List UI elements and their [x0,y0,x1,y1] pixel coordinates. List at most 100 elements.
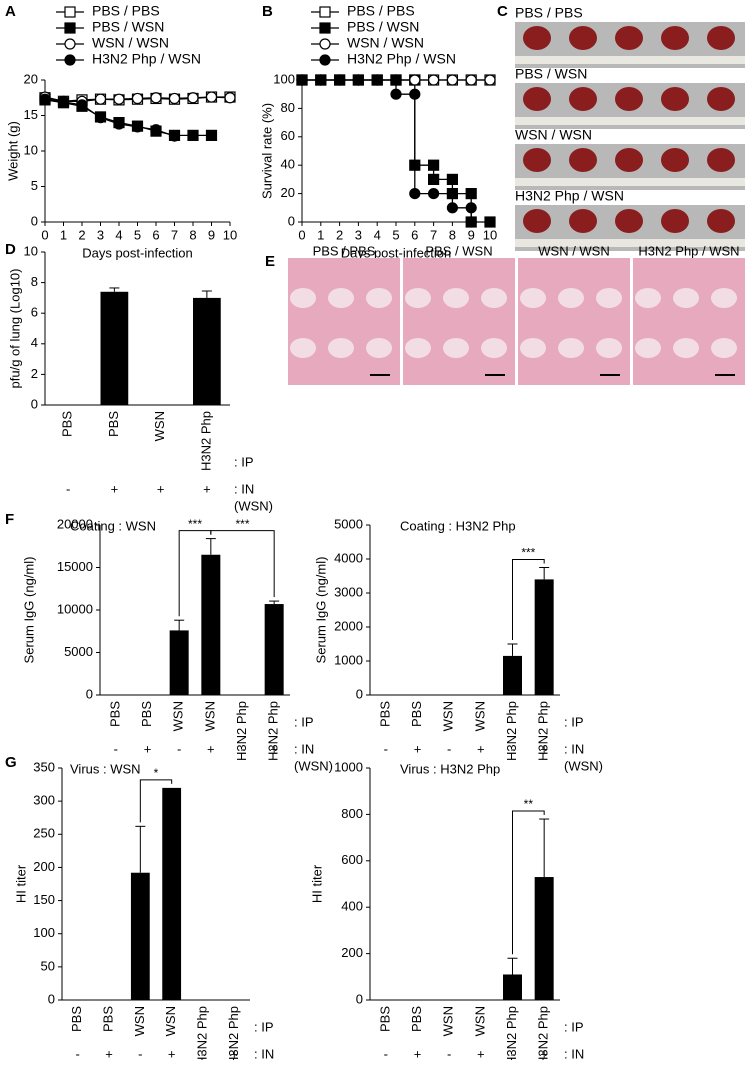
marker [131,121,144,133]
x-tick-label: 1 [60,227,67,242]
lung [707,148,735,172]
series-line [44,99,212,137]
lung [615,26,643,50]
marker [409,188,421,200]
in-sign: + [203,481,211,496]
legend-label: PBS / PBS [92,3,160,19]
lung [615,148,643,172]
in-label: : IN [564,1046,584,1060]
y-tick-label: 5000 [64,644,93,659]
x-tick-label: WSN [441,701,456,731]
x-tick-label: 2 [336,227,343,242]
y-tick-label: 0 [356,991,363,1006]
bar [503,655,522,695]
marker [428,188,440,200]
lung [661,87,689,111]
y-tick-label: 250 [33,826,55,841]
histology-image [403,258,515,385]
error-bar [174,619,185,631]
in-label: : IN [234,481,254,496]
bar [201,554,221,695]
x-tick-label: 5 [392,227,399,242]
bar [193,297,221,405]
marker [205,129,218,141]
histology-image [518,258,630,385]
in-sub: (WSN) [294,758,333,773]
x-axis-label: Days post-infection [341,245,452,260]
y-tick-label: 5000 [334,516,363,531]
marker [465,202,477,214]
in-sign: - [201,1046,205,1060]
lung [661,26,689,50]
alveolus [290,288,316,308]
x-tick-label: WSN [171,701,186,731]
in-sign: + [105,1046,113,1060]
x-tick-label: WSN [132,1006,147,1036]
y-tick-label: 150 [33,892,55,907]
marker [446,173,458,185]
x-tick-label: 8 [449,227,456,242]
ruler [515,117,745,125]
in-sign: - [384,741,388,756]
marker [150,92,162,104]
in-sign: + [414,1046,422,1060]
y-tick-label: 80 [281,100,295,115]
marker [168,130,181,142]
x-tick-label: PBS [107,701,122,727]
ip-label: : IP [294,714,314,729]
image-label: H3N2 Php / WSN [515,188,624,204]
lung [569,87,597,111]
alveolus [443,288,469,308]
legend-marker [64,38,76,50]
bar [130,872,150,1000]
image-label: PBS / WSN [515,66,587,82]
x-tick-label: 0 [298,227,305,242]
legend-marker [319,54,331,66]
marker [428,173,440,185]
chart-title: Virus : WSN [70,761,141,776]
x-tick-label: 7 [171,227,178,242]
marker [334,74,346,86]
y-axis-label: pfu/g of lung (Log10) [7,269,22,389]
y-tick-label: 15000 [57,559,93,574]
y-tick-label: 100 [273,71,295,86]
marker [168,92,181,105]
in-sign: - [384,1046,388,1060]
y-tick-label: 40 [281,157,295,172]
x-tick-label: PBS [377,1006,392,1032]
chart-title: Virus : H3N2 Php [400,761,500,776]
x-tick-label: 9 [468,227,475,242]
y-tick-label: 50 [41,958,55,973]
alveolus [366,288,392,308]
x-tick-label: 2 [78,227,85,242]
image-label: WSN / WSN [515,127,592,143]
y-tick-label: 3000 [334,584,363,599]
y-axis-label: Serum IgG (ng/ml) [313,557,328,664]
y-tick-label: 2000 [334,618,363,633]
in-sign: + [477,1046,485,1060]
y-tick-label: 5 [31,178,38,193]
x-tick-label: WSN [441,1006,456,1036]
x-tick-label: WSN [152,411,167,441]
significance-label: * [154,766,159,780]
x-tick-label: 10 [223,227,237,242]
image-label: PBS / PBS [313,243,376,258]
error-bar [539,818,550,878]
marker [94,112,107,124]
y-tick-label: 0 [48,991,55,1006]
lung [569,148,597,172]
y-tick-label: 350 [33,759,55,774]
lung [523,87,551,111]
x-tick-label: PBS [139,701,154,727]
in-sign: - [447,1046,451,1060]
in-sign: - [75,1046,79,1060]
legend-marker [319,6,331,18]
y-tick-label: 15 [24,107,38,122]
y-tick-label: 0 [356,686,363,701]
panel-letter: G [5,754,17,771]
ruler [515,56,745,64]
y-tick-label: 4000 [334,550,363,565]
image-label: PBS / PBS [515,5,583,21]
histology-image [288,258,400,385]
in-sign: + [157,481,165,496]
